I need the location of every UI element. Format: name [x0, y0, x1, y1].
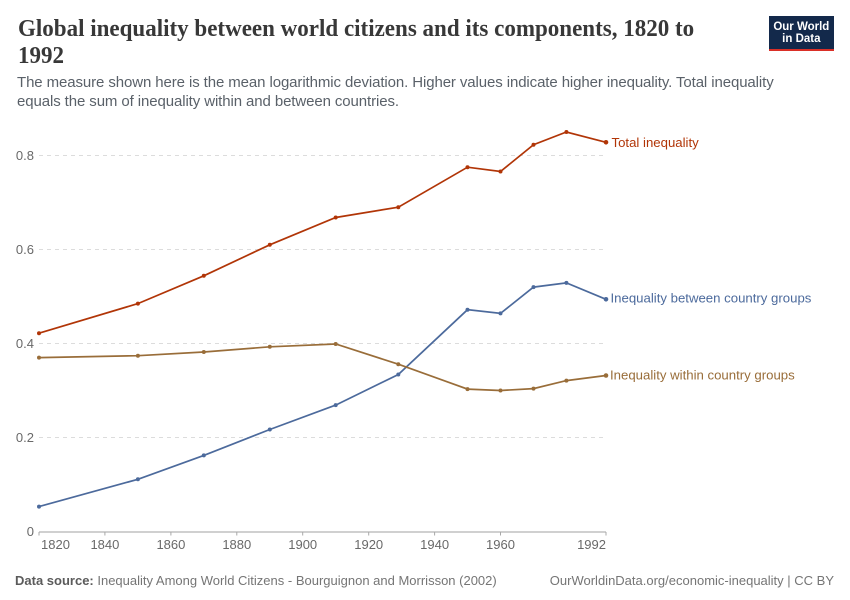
svg-text:1992: 1992 [577, 537, 606, 552]
svg-text:1940: 1940 [420, 537, 449, 552]
svg-text:Total inequality: Total inequality [612, 135, 700, 150]
svg-text:1960: 1960 [486, 537, 515, 552]
svg-text:0.4: 0.4 [16, 336, 34, 351]
svg-text:1900: 1900 [288, 537, 317, 552]
svg-text:0.6: 0.6 [16, 242, 34, 257]
svg-text:0: 0 [27, 524, 34, 539]
svg-text:0.8: 0.8 [16, 148, 34, 163]
svg-text:0.2: 0.2 [16, 430, 34, 445]
svg-text:1920: 1920 [354, 537, 383, 552]
svg-text:1820: 1820 [41, 537, 70, 552]
svg-text:1860: 1860 [156, 537, 185, 552]
svg-text:Inequality between country gro: Inequality between country groups [611, 290, 812, 305]
svg-text:Inequality within country grou: Inequality within country groups [610, 367, 795, 382]
svg-text:1840: 1840 [90, 537, 119, 552]
svg-text:1880: 1880 [222, 537, 251, 552]
